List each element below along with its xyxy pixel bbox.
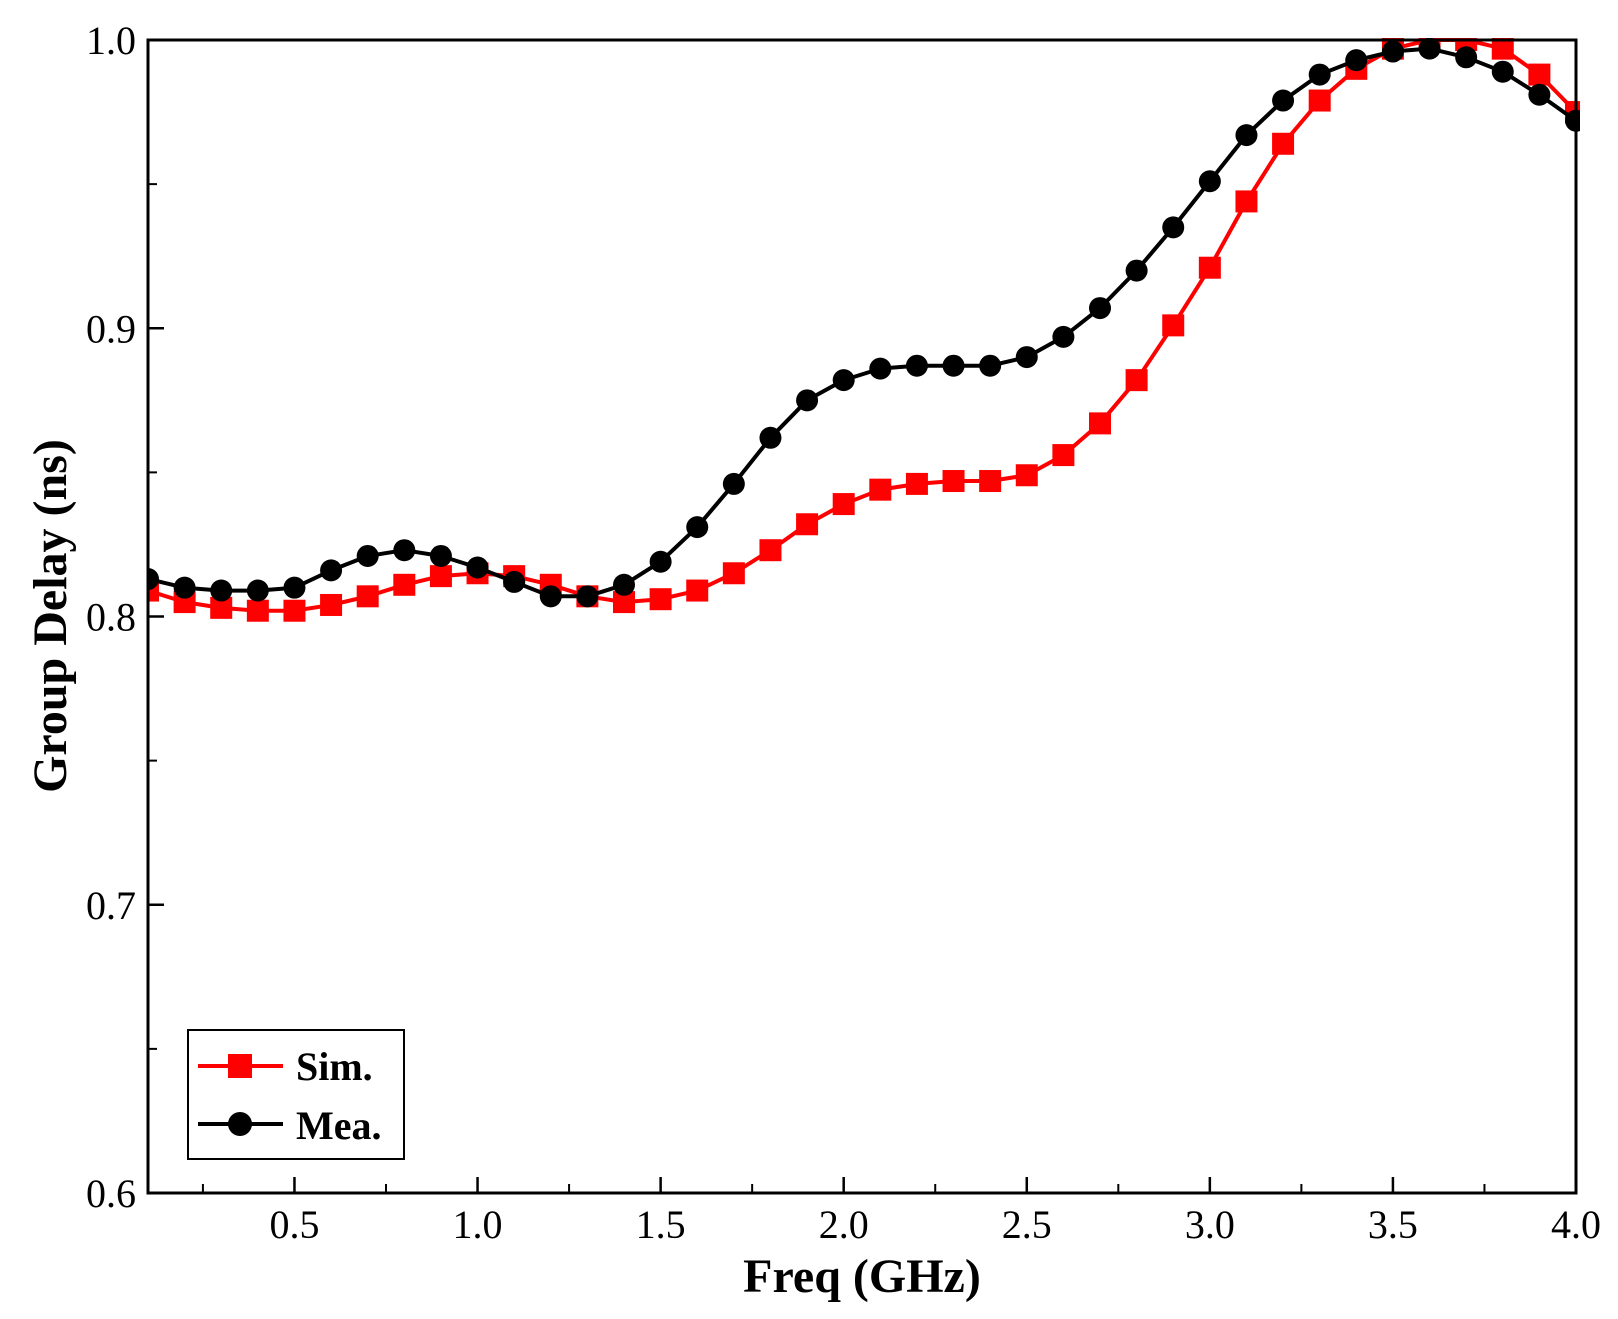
data-point-mea bbox=[210, 579, 233, 602]
data-point-mea bbox=[686, 516, 709, 539]
data-point-mea bbox=[320, 559, 343, 582]
data-point-mea bbox=[1455, 46, 1478, 69]
x-tick-label: 2.5 bbox=[1002, 1202, 1052, 1247]
data-point-mea bbox=[429, 544, 452, 567]
data-point-mea bbox=[979, 354, 1002, 377]
data-point-mea bbox=[1015, 346, 1038, 369]
data-point-mea bbox=[173, 576, 196, 599]
data-point-sim bbox=[1162, 314, 1185, 337]
data-point-mea bbox=[722, 472, 745, 495]
data-point-sim bbox=[1089, 412, 1111, 435]
y-axis-title: Group Delay (ns) bbox=[24, 439, 77, 793]
x-tick-label: 1.0 bbox=[453, 1202, 503, 1247]
data-point-sim bbox=[148, 579, 159, 602]
data-point-mea bbox=[503, 570, 526, 593]
data-point-sim bbox=[979, 470, 1002, 493]
x-tick-label: 3.5 bbox=[1368, 1202, 1418, 1247]
legend-box bbox=[187, 1029, 405, 1160]
data-point-sim bbox=[1491, 38, 1514, 60]
series-line-sim bbox=[148, 38, 1578, 613]
data-point-mea bbox=[393, 539, 416, 562]
data-point-mea bbox=[613, 573, 635, 596]
data-point-mea bbox=[539, 585, 562, 608]
data-point-sim bbox=[832, 493, 855, 516]
data-point-sim bbox=[905, 472, 928, 495]
legend-mea-marker bbox=[228, 1112, 252, 1136]
data-point-sim bbox=[1235, 190, 1258, 213]
x-tick-label: 3.0 bbox=[1185, 1202, 1235, 1247]
data-point-mea bbox=[1162, 216, 1185, 239]
data-point-mea bbox=[466, 556, 489, 579]
data-point-sim bbox=[649, 588, 672, 611]
data-point-sim bbox=[246, 599, 269, 622]
data-point-sim bbox=[429, 565, 452, 588]
x-tick-label: 2.0 bbox=[819, 1202, 869, 1247]
data-point-mea bbox=[832, 369, 855, 392]
data-point-mea bbox=[356, 544, 379, 567]
data-point-mea bbox=[649, 550, 672, 573]
series-line-mea bbox=[148, 46, 1578, 599]
data-point-sim bbox=[759, 539, 782, 562]
data-point-sim bbox=[283, 599, 306, 622]
data-point-mea bbox=[1125, 259, 1148, 282]
x-tick-label: 4.0 bbox=[1551, 1202, 1601, 1247]
data-point-mea bbox=[246, 579, 269, 602]
legend-sim-label: Sim. bbox=[296, 1044, 373, 1089]
data-point-mea bbox=[1381, 40, 1404, 63]
data-point-mea bbox=[1491, 60, 1514, 83]
data-point-mea bbox=[1198, 170, 1221, 193]
data-point-mea bbox=[905, 354, 928, 377]
legend: Sim. Mea. bbox=[187, 1029, 405, 1160]
data-point-mea bbox=[1418, 38, 1441, 60]
y-tick-label: 0.7 bbox=[86, 883, 136, 928]
data-point-sim bbox=[1198, 256, 1221, 279]
x-tick-label: 1.5 bbox=[636, 1202, 686, 1247]
data-point-sim bbox=[1272, 132, 1295, 155]
y-tick-label: 0.9 bbox=[86, 306, 136, 351]
legend-mea-label: Mea. bbox=[296, 1103, 382, 1148]
y-tick-label: 0.8 bbox=[86, 595, 136, 640]
data-point-sim bbox=[1125, 369, 1148, 392]
data-point-sim bbox=[210, 596, 233, 619]
data-point-sim bbox=[796, 513, 819, 536]
data-point-sim bbox=[1052, 444, 1075, 467]
data-point-mea bbox=[1308, 63, 1331, 86]
y-tick-label: 1.0 bbox=[86, 18, 136, 63]
data-point-mea bbox=[283, 576, 306, 599]
plot-area bbox=[148, 40, 1576, 1193]
data-point-mea bbox=[1272, 89, 1295, 112]
data-point-mea bbox=[1345, 49, 1368, 72]
data-point-sim bbox=[1528, 63, 1551, 86]
data-point-mea bbox=[796, 389, 819, 412]
data-point-sim bbox=[613, 591, 635, 614]
legend-sim-marker bbox=[228, 1054, 252, 1078]
data-point-sim bbox=[356, 585, 379, 608]
data-point-mea bbox=[1052, 325, 1075, 348]
data-point-sim bbox=[320, 593, 343, 616]
data-point-sim bbox=[686, 579, 709, 602]
x-axis-title: Freq (GHz) bbox=[743, 1250, 981, 1303]
data-point-mea bbox=[942, 354, 965, 377]
plot-frame bbox=[146, 38, 1578, 1195]
data-point-sim bbox=[393, 573, 416, 596]
data-point-sim bbox=[869, 478, 892, 501]
x-tick-label: 0.5 bbox=[269, 1202, 319, 1247]
data-point-mea bbox=[759, 426, 782, 449]
data-point-mea bbox=[869, 357, 892, 380]
data-point-sim bbox=[942, 470, 965, 493]
data-point-mea bbox=[1235, 124, 1258, 147]
data-point-mea bbox=[148, 568, 159, 591]
data-point-sim bbox=[1308, 89, 1331, 112]
data-point-mea bbox=[1089, 297, 1111, 320]
data-point-mea bbox=[1528, 83, 1551, 106]
data-point-mea bbox=[576, 585, 599, 608]
data-point-sim bbox=[1015, 464, 1038, 487]
y-tick-label: 0.6 bbox=[86, 1171, 136, 1216]
data-point-sim bbox=[722, 562, 745, 585]
